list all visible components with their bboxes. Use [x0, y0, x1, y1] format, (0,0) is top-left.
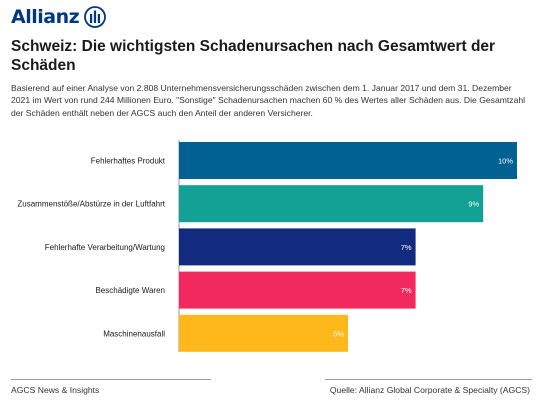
bar — [179, 314, 348, 352]
bar — [179, 142, 517, 179]
chart-description: Basierend auf einer Analyse von 2.808 Un… — [11, 83, 526, 118]
footer-source-right: Quelle: Allianz Global Corporate & Speci… — [329, 385, 530, 395]
allianz-eagle-icon — [84, 6, 107, 28]
allianz-logo: Allianz — [11, 6, 107, 28]
data-label: 7% — [401, 243, 412, 252]
footer-divider-right — [325, 379, 532, 380]
data-label: 10% — [498, 157, 513, 166]
chart-title: Schweiz: Die wichtigsten Schadenursachen… — [11, 38, 496, 74]
category-label: Fehlerhaftes Produkt — [91, 157, 166, 166]
logo-text: Allianz — [11, 6, 80, 28]
footer-divider-left — [11, 379, 211, 380]
bar-chart: Fehlerhaftes Produkt 10% Zusammenstöße/Abs… — [17, 140, 517, 352]
footer-source-left: AGCS News & Insights — [11, 385, 100, 395]
category-label: Maschinenausfall — [103, 329, 165, 338]
bar — [179, 185, 484, 223]
category-label: Zusammenstöße/Abstürze in der Luftfahrt — [17, 200, 165, 209]
category-label: Fehlerhafte Verarbeitung/Wartung — [45, 243, 165, 252]
category-label: Beschädigte Waren — [95, 286, 165, 295]
bar — [179, 271, 416, 309]
data-label: 9% — [468, 200, 479, 209]
data-label: 5% — [333, 329, 344, 338]
bar — [179, 228, 416, 266]
data-label: 7% — [401, 286, 412, 295]
